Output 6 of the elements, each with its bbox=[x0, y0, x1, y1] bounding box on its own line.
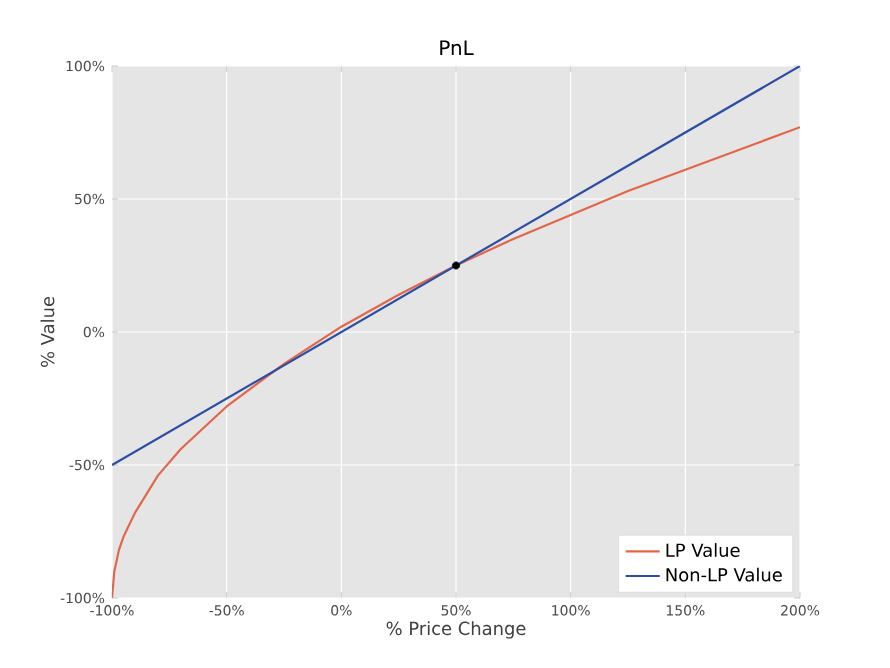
x-axis-title: % Price Change bbox=[386, 621, 526, 639]
chart-title: PnL bbox=[440, 40, 474, 55]
legend-label: LP Value bbox=[666, 543, 740, 557]
legend-label: Non-LP Value bbox=[666, 567, 782, 582]
y-axis-title: % Value bbox=[40, 296, 55, 367]
line-series bbox=[112, 126, 801, 598]
